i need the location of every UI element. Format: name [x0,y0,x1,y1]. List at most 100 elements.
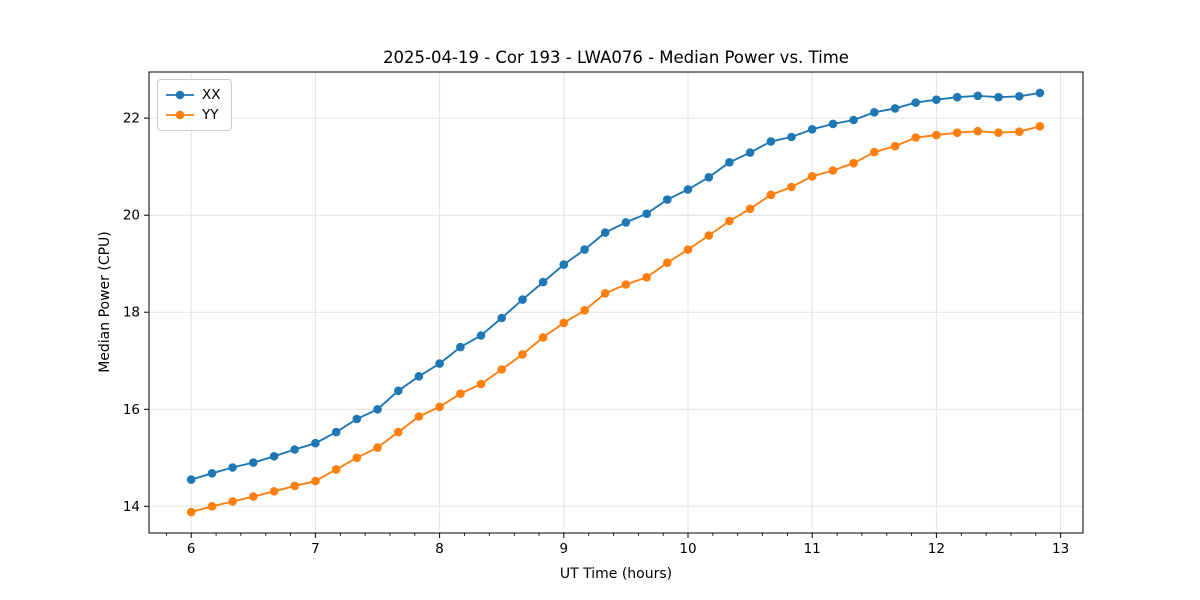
data-point [911,133,920,142]
data-point [787,132,796,142]
data-point [414,372,424,381]
data-point [952,92,962,102]
data-point [435,359,444,368]
chart-title: 2025-04-19 - Cor 193 - LWA076 - Median P… [383,48,849,67]
x-tick-label: 12 [928,541,945,557]
data-point [207,469,217,478]
data-point [994,128,1003,137]
x-tick-label: 7 [311,541,320,557]
data-point [994,92,1003,102]
data-point [870,108,879,117]
data-point [1015,92,1024,101]
data-point [1035,88,1045,98]
data-point [683,185,693,194]
data-point [352,414,362,424]
data-point [766,137,776,146]
legend-line-marker-icon-xx [166,90,194,100]
data-point [973,91,983,101]
data-point [890,104,900,113]
data-point [704,231,714,240]
series-yy [186,122,1045,517]
data-point [807,125,817,134]
data-point [186,507,196,517]
data-point [518,295,527,304]
data-point [331,465,341,474]
data-point [849,158,858,168]
plot-border [148,71,1084,534]
x-axis-label: UT Time (hours) [559,566,673,582]
data-point [932,130,941,140]
x-tick-label: 6 [187,541,196,557]
data-point [932,95,941,104]
data-point [828,166,838,175]
data-point [1035,122,1045,131]
data-point [414,412,424,421]
series-yy-line [190,125,1041,514]
data-point [394,386,403,396]
data-point [787,182,796,192]
legend-label-yy: YY [202,107,219,123]
data-point [745,148,755,157]
data-point [600,289,610,298]
data-point [249,492,258,501]
legend-label-xx: XX [202,87,221,103]
data-point [621,218,631,227]
data-point [456,389,465,399]
data-point [890,141,900,151]
data-point [766,190,776,200]
data-point [456,342,465,352]
y-tick-label: 14 [123,499,140,515]
data-point [870,147,879,157]
data-point [621,280,631,289]
data-point [973,126,983,136]
data-point [497,365,507,374]
data-point [269,452,279,461]
data-point [290,445,300,454]
x-tick-label: 9 [560,541,569,557]
legend: XX YY [157,79,232,131]
data-point [228,463,237,472]
data-point [952,128,962,137]
series-xx [186,88,1045,484]
data-point [538,333,548,342]
data-point [828,119,838,129]
data-point [518,350,527,359]
series-xx-line [190,91,1041,481]
data-point [683,245,693,254]
data-point [725,216,734,226]
x-tick-label: 8 [435,541,444,557]
data-point [1015,127,1024,136]
data-point [559,318,569,328]
data-point [207,502,217,511]
data-point [352,453,362,463]
data-point [538,277,548,287]
x-tick-label: 11 [804,541,821,557]
data-point [580,245,589,254]
y-tick-label: 22 [123,111,140,127]
data-point [476,331,486,340]
data-point [663,195,672,204]
data-point [849,115,858,125]
data-point [600,228,610,237]
data-point [394,427,403,437]
data-point [249,458,258,467]
y-tick-label: 18 [123,305,140,321]
data-point [331,427,341,437]
data-point [642,209,651,218]
x-tick-label: 10 [679,541,696,557]
x-tick-label: 13 [1052,541,1069,557]
data-point [311,438,320,448]
data-point [435,402,444,412]
data-point [269,487,279,496]
data-point [476,379,486,389]
data-point [186,475,196,484]
data-point [745,204,755,214]
y-tick-label: 20 [123,208,140,224]
data-point [663,258,672,268]
data-point [497,313,507,323]
data-point [228,497,237,506]
data-point [642,273,651,282]
legend-line-marker-icon-yy [166,110,194,120]
y-axis-label: Median Power (CPU) [97,231,113,373]
